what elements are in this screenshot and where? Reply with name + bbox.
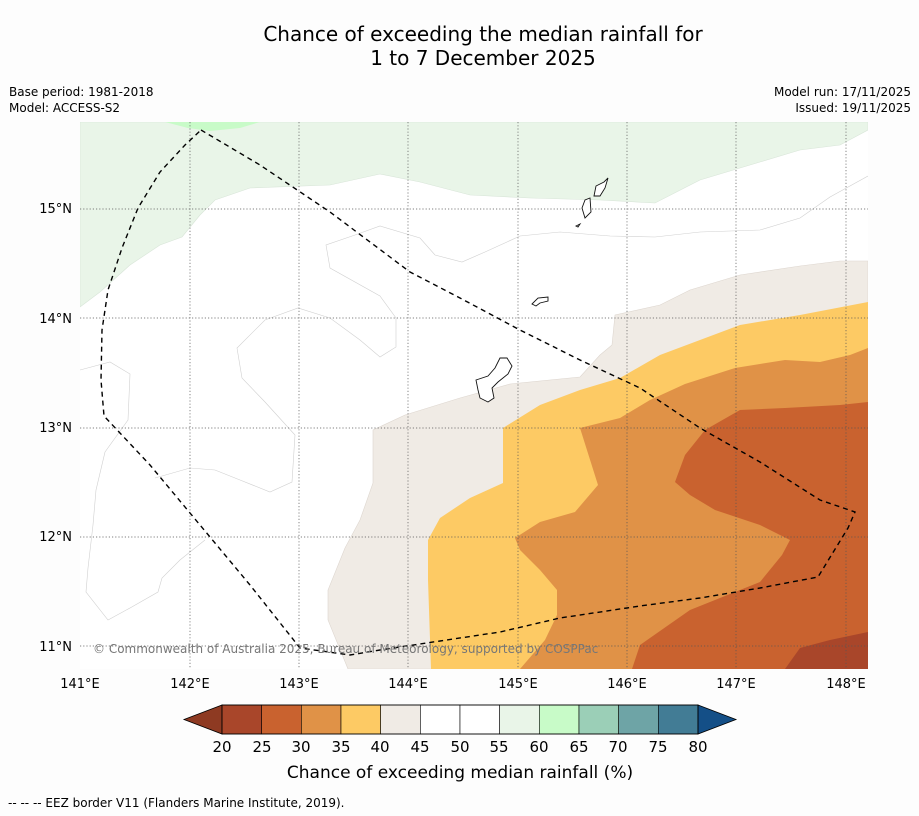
island-aguijan [574, 222, 582, 228]
lon-label: 147°E [716, 677, 756, 692]
colorbar-cells [221, 704, 699, 735]
region-60-65 [165, 122, 260, 131]
model-name: Model: ACCESS-S2 [9, 101, 121, 115]
lon-label: 141°E [60, 677, 100, 692]
map-title: Chance of exceeding the median rainfall … [0, 22, 919, 70]
colorbar-cell [301, 704, 342, 735]
colorbar-tick: 60 [529, 738, 548, 756]
lon-labels: 141°E 142°E 143°E 144°E 145°E 146°E 147°… [60, 677, 866, 692]
colorbar-tick: 20 [212, 738, 231, 756]
issued-date: Issued: 19/11/2025 [795, 101, 911, 115]
colorbar-cell [221, 704, 262, 735]
colorbar-cell [459, 704, 500, 735]
colorbar-tick: 25 [252, 738, 271, 756]
colorbar-tick: 75 [648, 738, 667, 756]
colorbar-cell [658, 704, 699, 735]
colorbar-tick: 80 [688, 738, 707, 756]
island-rota [531, 296, 549, 307]
lon-label: 145°E [498, 677, 538, 692]
colorbar: 20 25 30 35 40 45 50 55 60 65 70 75 80 C… [182, 704, 738, 783]
lat-label: 13°N [39, 421, 72, 436]
colorbar-label: Chance of exceeding median rainfall (%) [287, 763, 633, 783]
colorbar-tick: 70 [608, 738, 627, 756]
colorbar-low-arrow [182, 704, 223, 735]
copyright-note: © Commonwealth of Australia 2025, Bureau… [93, 642, 598, 656]
colorbar-cell [539, 704, 580, 735]
colorbar-tick: 40 [370, 738, 389, 756]
lon-label: 148°E [826, 677, 866, 692]
white-contours [80, 175, 868, 621]
grid-lines [80, 122, 868, 669]
region-55-60 [80, 122, 868, 308]
lon-label: 144°E [388, 677, 428, 692]
colorbar-tick: 30 [291, 738, 310, 756]
island-tinian [581, 197, 592, 219]
lat-label: 15°N [39, 202, 72, 217]
colorbar-tick: 65 [569, 738, 588, 756]
colorbar-cell [340, 704, 381, 735]
lat-labels: 15°N 14°N 13°N 12°N 11°N [39, 202, 72, 655]
title-line-1: Chance of exceeding the median rainfall … [263, 22, 703, 46]
lat-label: 12°N [39, 530, 72, 545]
map-area: © Commonwealth of Australia 2025, Bureau… [80, 122, 868, 669]
colorbar-ticks: 20 25 30 35 40 45 50 55 60 65 70 75 80 [212, 738, 707, 756]
lon-label: 142°E [170, 677, 210, 692]
lat-label: 11°N [39, 640, 72, 655]
colorbar-tick: 55 [489, 738, 508, 756]
lat-label: 14°N [39, 312, 72, 327]
meta-right: Model run: 17/11/2025 Issued: 19/11/2025 [774, 84, 911, 116]
colorbar-tick: 45 [410, 738, 429, 756]
colorbar-cell [261, 704, 302, 735]
colorbar-cell [380, 704, 421, 735]
meta-left: Base period: 1981-2018 Model: ACCESS-S2 [9, 84, 154, 116]
lon-label: 146°E [607, 677, 647, 692]
region-20-25 [785, 632, 868, 669]
model-run: Model run: 17/11/2025 [773, 85, 911, 99]
island-guam [475, 357, 513, 403]
colorbar-tick: 50 [450, 738, 469, 756]
colorbar-cell [618, 704, 659, 735]
islands [475, 177, 609, 403]
title-line-2: 1 to 7 December 2025 [370, 46, 596, 70]
base-period: Base period: 1981-2018 [9, 85, 154, 99]
colorbar-frame [221, 704, 699, 735]
colorbar-high-arrow [697, 704, 738, 735]
eez-footnote: -- -- -- EEZ border V11 (Flanders Marine… [8, 796, 345, 810]
colorbar-cell [578, 704, 619, 735]
colorbar-tick: 35 [331, 738, 350, 756]
island-saipan [593, 177, 609, 197]
colorbar-cell [420, 704, 461, 735]
region-25-30 [632, 402, 868, 669]
colorbar-cell [499, 704, 540, 735]
lon-label: 143°E [279, 677, 319, 692]
